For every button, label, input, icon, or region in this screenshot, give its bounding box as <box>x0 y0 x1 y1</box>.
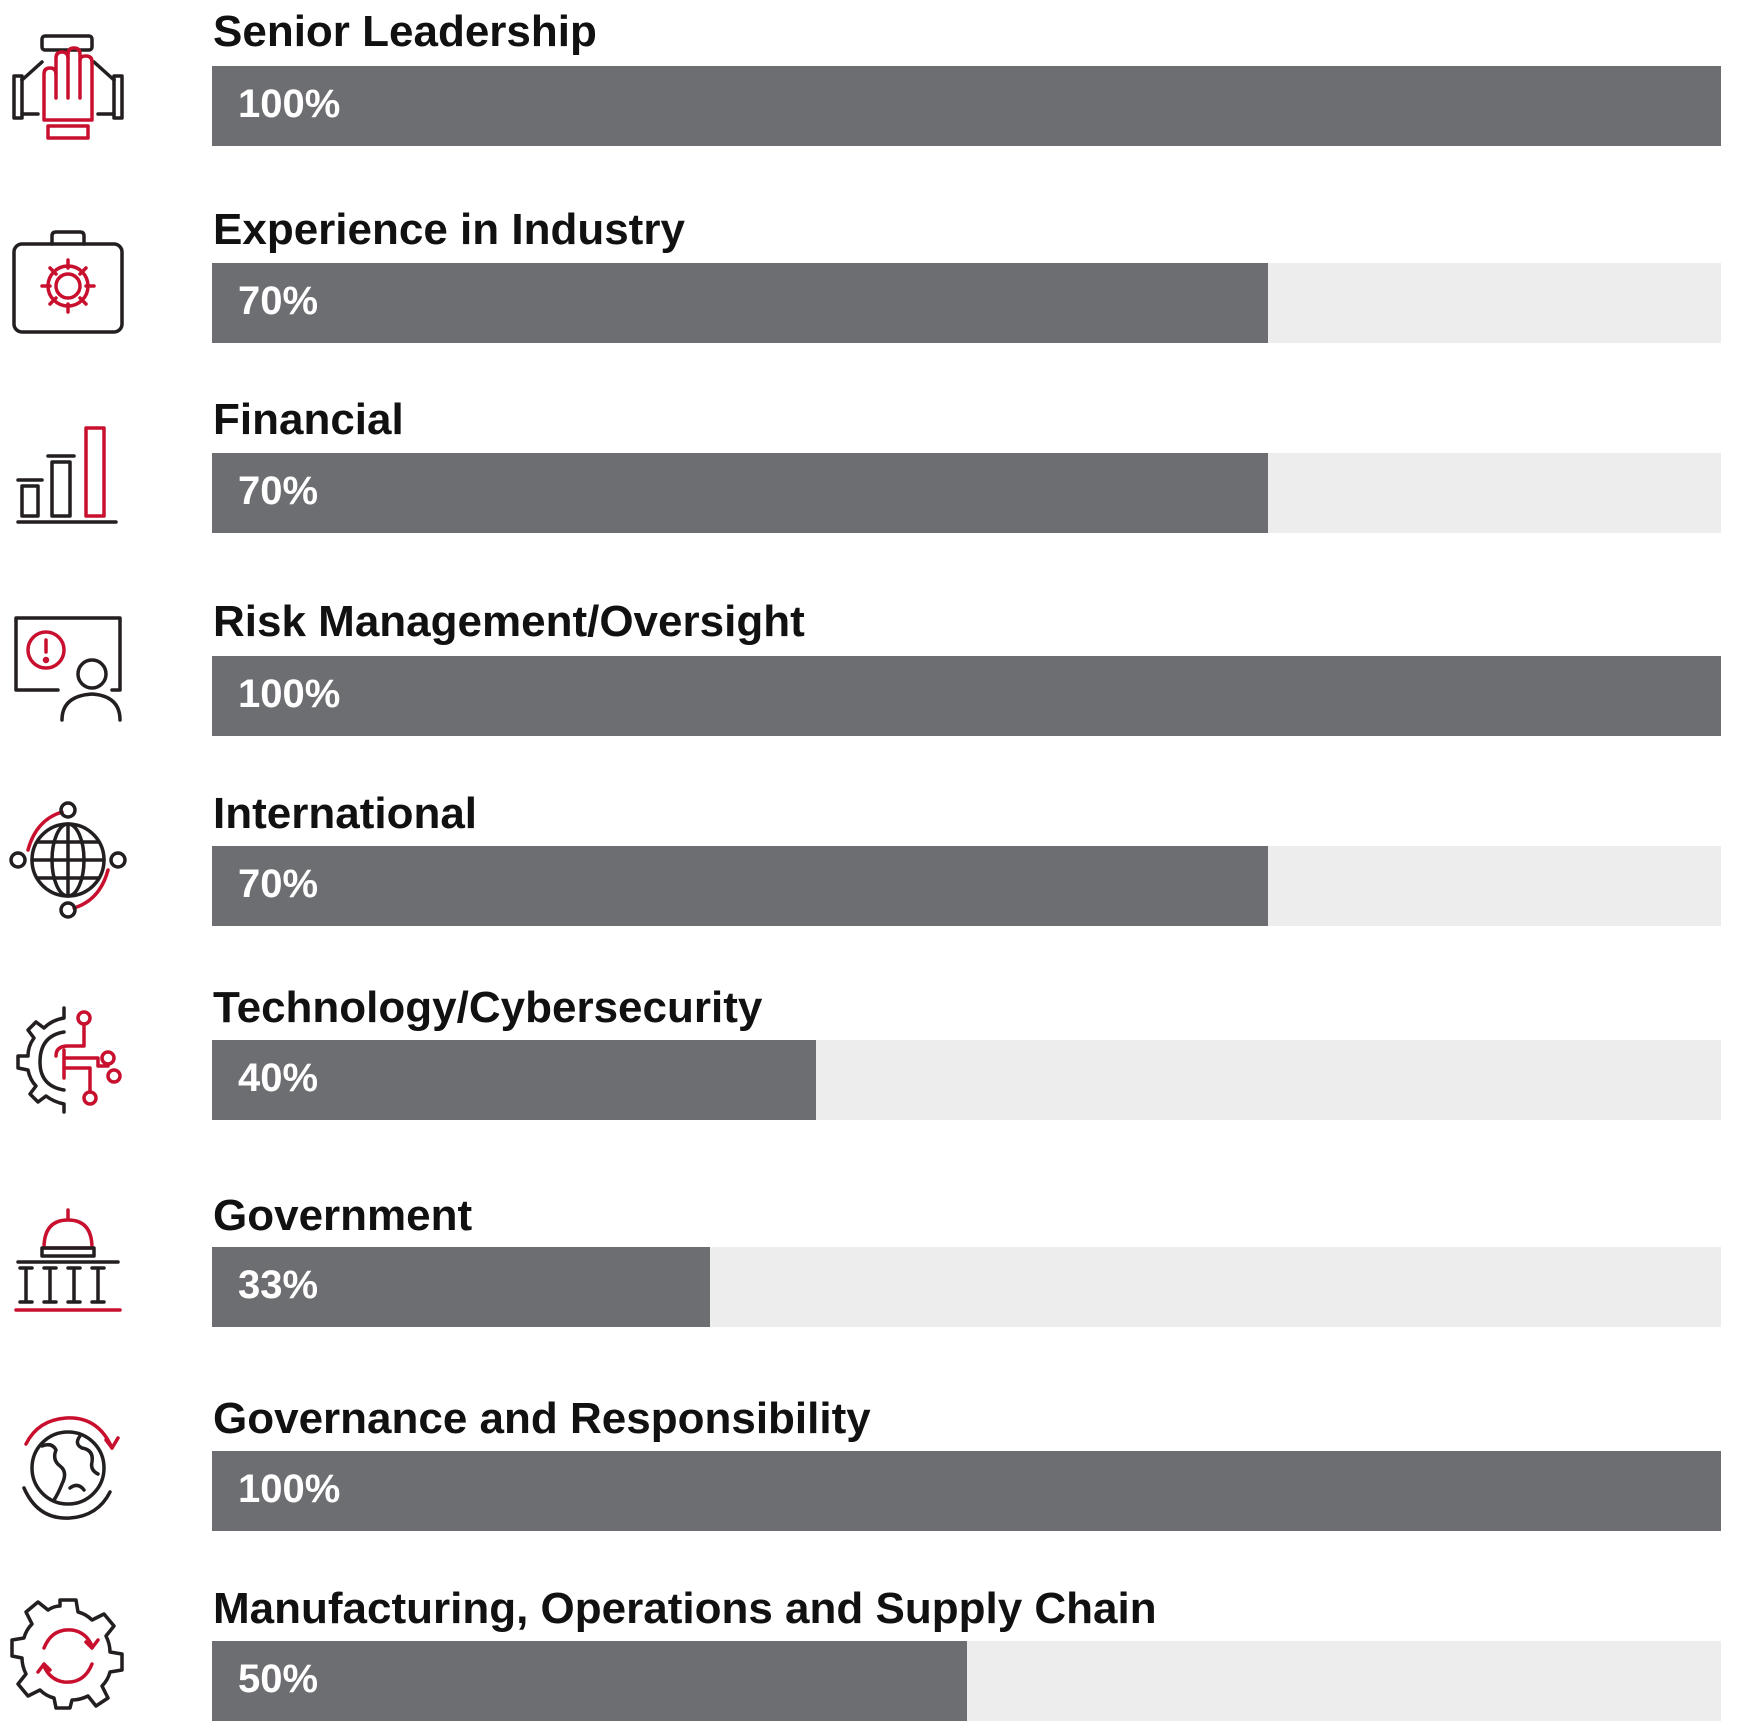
bar-label-senior-leadership: Senior Leadership <box>213 7 597 56</box>
bar-label-experience-in-industry: Experience in Industry <box>213 205 685 254</box>
bar-value-label-experience-in-industry: 70% <box>238 279 319 323</box>
bar-value-label-manufacturing-operations-and-supply-chain: 50% <box>238 1657 319 1701</box>
bar-track-manufacturing-operations-and-supply-chain: 50% <box>212 1641 1721 1721</box>
bar-label-governance-and-responsibility: Governance and Responsibility <box>213 1394 871 1443</box>
bar-label-government: Government <box>213 1191 473 1240</box>
bar-financial: 70% <box>212 453 1268 533</box>
bar-value-label-senior-leadership: 100% <box>238 82 341 126</box>
bar-track-senior-leadership: 100% <box>212 66 1721 146</box>
earth-cycle-icon <box>8 1406 128 1526</box>
bar-label-technology-cybersecurity: Technology/Cybersecurity <box>213 983 763 1032</box>
bar-track-experience-in-industry: 70% <box>212 263 1721 343</box>
bar-international: 70% <box>212 846 1268 926</box>
gear-circuit-icon <box>8 996 128 1116</box>
gear-refresh-icon <box>8 1592 128 1712</box>
capitol-building-icon <box>8 1202 128 1322</box>
bar-track-technology-cybersecurity: 40% <box>212 1040 1721 1120</box>
bar-value-label-governance-and-responsibility: 100% <box>238 1467 341 1511</box>
bar-chart-icon <box>8 412 128 532</box>
bar-value-label-government: 33% <box>238 1263 319 1307</box>
bar-value-label-risk-management-oversight: 100% <box>238 672 341 716</box>
bar-label-manufacturing-operations-and-supply-chain: Manufacturing, Operations and Supply Cha… <box>213 1584 1157 1633</box>
bar-technology-cybersecurity: 40% <box>212 1040 816 1120</box>
bar-value-label-financial: 70% <box>238 469 319 513</box>
bar-risk-management-oversight: 100% <box>212 656 1721 736</box>
bar-label-risk-management-oversight: Risk Management/Oversight <box>213 597 805 646</box>
bar-label-financial: Financial <box>213 395 404 444</box>
globe-network-icon <box>8 800 128 920</box>
bar-senior-leadership: 100% <box>212 66 1721 146</box>
raised-hand-icon <box>8 28 128 148</box>
bar-track-international: 70% <box>212 846 1721 926</box>
bar-governance-and-responsibility: 100% <box>212 1451 1721 1531</box>
briefcase-gear-icon <box>8 222 128 342</box>
bar-track-financial: 70% <box>212 453 1721 533</box>
bar-government: 33% <box>212 1247 710 1327</box>
bar-track-government: 33% <box>212 1247 1721 1327</box>
bar-manufacturing-operations-and-supply-chain: 50% <box>212 1641 967 1721</box>
bar-track-risk-management-oversight: 100% <box>212 656 1721 736</box>
bar-track-governance-and-responsibility: 100% <box>212 1451 1721 1531</box>
bar-experience-in-industry: 70% <box>212 263 1268 343</box>
bar-value-label-technology-cybersecurity: 40% <box>238 1056 319 1100</box>
bar-label-international: International <box>213 789 478 838</box>
bar-value-label-international: 70% <box>238 862 319 906</box>
presentation-alert-icon <box>8 608 128 728</box>
